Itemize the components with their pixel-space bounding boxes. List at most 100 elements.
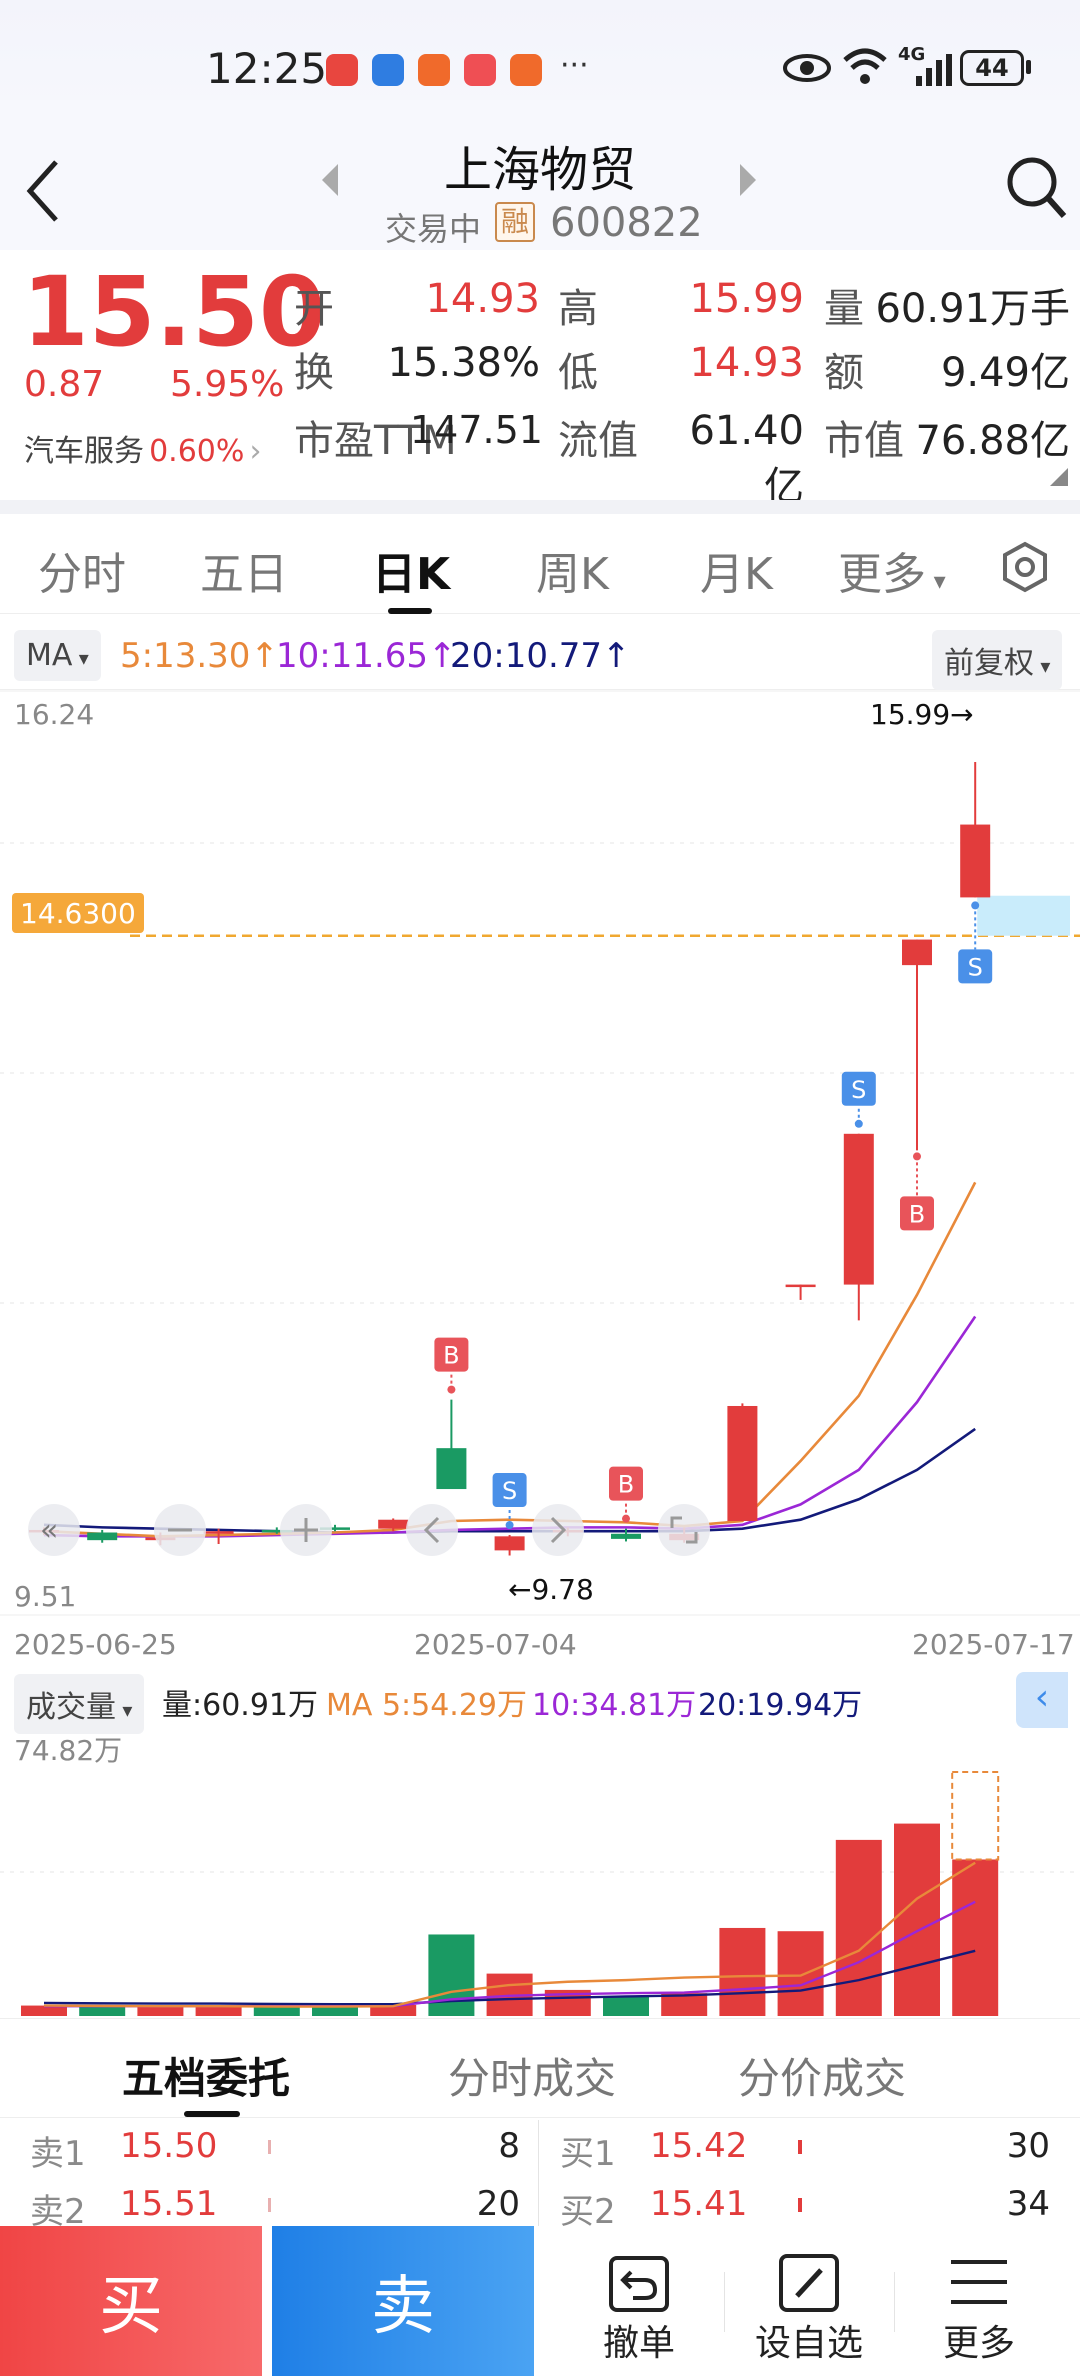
notification-app-icon-2 (510, 54, 542, 86)
tab-tick-trades[interactable]: 分时成交 (448, 2054, 617, 2103)
marker-dot (854, 1119, 863, 1128)
high-value: 15.99 (689, 276, 804, 322)
active-tab-indicator (388, 608, 432, 614)
add-watchlist-button[interactable]: 设自选 (724, 2226, 894, 2376)
candle-body (785, 1284, 816, 1288)
search-icon[interactable] (1004, 154, 1068, 224)
marker-dot (505, 1521, 514, 1530)
candle (261, 1527, 292, 1534)
back-icon[interactable] (20, 156, 64, 226)
chart-period-tabs: 分时 五日 日K 周K 月K 更多 ▾ (0, 514, 1080, 614)
menu-icon (951, 2260, 1007, 2304)
scroll-left-button[interactable] (406, 1504, 458, 1556)
kline-chart[interactable]: 16.24 9.51 B S B S B S 15.99→ ←9.78 « 2025-06… (0, 690, 1080, 1680)
pe-label-text: 市盈TTM (294, 418, 457, 464)
candle (436, 1399, 467, 1490)
bottom-action-bar: 买 卖 撤单 设自选 更多 (0, 2226, 1080, 2376)
amount-value: 9.49亿 (940, 350, 1070, 396)
order-price: 15.51 (120, 2184, 218, 2224)
price-line-label: 14.6300 (12, 893, 144, 933)
order-label: 买1 (560, 2134, 616, 2174)
sell-button[interactable]: 卖 (272, 2226, 534, 2376)
x-label-start: 2025-06-25 (14, 1628, 177, 1661)
low-label: 低 (558, 350, 598, 396)
candle-body (436, 1448, 467, 1490)
volume-chart[interactable]: 74.82万 (0, 1726, 1080, 2018)
zoom-in-button[interactable] (280, 1504, 332, 1556)
price-change-pct: 5.95% (170, 364, 285, 405)
prev-stock-icon[interactable] (318, 162, 342, 198)
marker-label: B (909, 1200, 925, 1228)
market-cap-label: 市值 (824, 418, 904, 464)
zoom-reset-button[interactable]: « (28, 1504, 80, 1556)
tab-five-level[interactable]: 五档委托 (122, 2054, 291, 2103)
x-label-mid: 2025-07-04 (414, 1628, 577, 1661)
cancel-order-label: 撤单 (602, 2323, 675, 2364)
stock-header: 上海物贸 交易中 融 600822 (0, 100, 1080, 260)
tab-daily-k[interactable]: 日K (372, 549, 451, 600)
volume-ma-lines (43, 1861, 976, 2008)
expand-corner-icon[interactable] (1050, 468, 1068, 486)
candle-body (902, 939, 932, 966)
tab-weekly-k[interactable]: 周K (536, 549, 609, 600)
trade-marker-b: B (434, 1337, 469, 1394)
ma-selector-label: MA (26, 638, 73, 673)
bottom-divider (724, 2272, 725, 2332)
candle (611, 1528, 641, 1542)
adjust-selector[interactable]: 前复权 ▾ (932, 630, 1063, 690)
margin-badge: 融 (495, 202, 535, 242)
marker-label: S (502, 1477, 517, 1505)
marker-dot (913, 1152, 921, 1161)
battery-level: 44 (975, 54, 1009, 82)
marker-badge (841, 1071, 876, 1106)
more-button[interactable]: 更多 (894, 2226, 1064, 2376)
tab-more[interactable]: 更多 ▾ (838, 538, 946, 602)
volume-bar (21, 2005, 67, 2016)
candle (960, 761, 991, 898)
candle-body (727, 1405, 758, 1521)
cancel-order-button[interactable]: 撤单 (554, 2226, 724, 2376)
collapse-panel-button[interactable]: ‹ (1016, 1672, 1068, 1728)
tab-intraday[interactable]: 分时 (38, 549, 126, 600)
ma10-value: 10:11.65↑ (276, 636, 457, 676)
sector-link[interactable]: 汽车服务 0.60% › (24, 426, 262, 469)
chart-settings-icon[interactable] (998, 540, 1052, 594)
volume-bar (777, 1931, 824, 2016)
volume-max-label: 74.82万 (14, 1734, 122, 1767)
volume-bars (21, 1771, 1000, 2016)
tab-monthly-k[interactable]: 月K (700, 549, 773, 600)
current-price-line (130, 895, 1080, 937)
fullscreen-button[interactable] (658, 1504, 710, 1556)
high-annotation: 15.99→ (870, 698, 974, 731)
next-stock-icon[interactable] (736, 162, 760, 198)
ma-selector[interactable]: MA ▾ (14, 630, 101, 681)
volume-bar (370, 2004, 417, 2016)
reader-app-icon (464, 54, 496, 86)
zoom-out-button[interactable] (154, 1504, 206, 1556)
scroll-right-button[interactable] (532, 1504, 584, 1556)
marker-badge (434, 1337, 469, 1372)
volume-selector[interactable]: 成交量 ▾ (14, 1674, 145, 1734)
volume-ma5: MA 5:54.29万 (326, 1688, 528, 1723)
tab-price-volume[interactable]: 分价成交 (738, 2054, 907, 2103)
volume-ma20-line (43, 1949, 976, 2006)
candle (843, 1133, 874, 1321)
candle-body (87, 1532, 118, 1541)
candle (902, 939, 932, 1151)
tab-five-day[interactable]: 五日 (200, 549, 288, 600)
volume-value: 60.91万手 (875, 286, 1070, 332)
candle-body (494, 1536, 525, 1551)
order-price: 15.50 (120, 2126, 218, 2166)
open-label: 开 (294, 286, 334, 332)
volume-forecast-box (951, 1771, 1000, 1861)
candle-body (203, 1531, 234, 1534)
buy-button[interactable]: 买 (0, 2226, 262, 2376)
volume-bar (428, 1934, 475, 2016)
trade-marker-s: S (492, 1473, 527, 1530)
marker-label: S (851, 1076, 866, 1104)
battery-tip (1026, 60, 1031, 74)
marker-dot (447, 1385, 456, 1394)
trade-markers: B S B S B S (434, 901, 993, 1530)
tab-more-label: 更多 (838, 549, 926, 600)
undo-icon (609, 2256, 669, 2312)
